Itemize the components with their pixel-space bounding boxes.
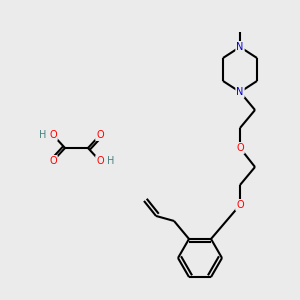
- Text: N: N: [236, 87, 244, 97]
- Text: O: O: [236, 200, 244, 210]
- Text: O: O: [49, 130, 57, 140]
- Text: N: N: [236, 42, 244, 52]
- Text: H: H: [107, 156, 114, 166]
- Text: O: O: [236, 143, 244, 153]
- Text: O: O: [49, 156, 57, 166]
- Text: O: O: [96, 130, 104, 140]
- Text: H: H: [39, 130, 46, 140]
- Text: O: O: [96, 156, 104, 166]
